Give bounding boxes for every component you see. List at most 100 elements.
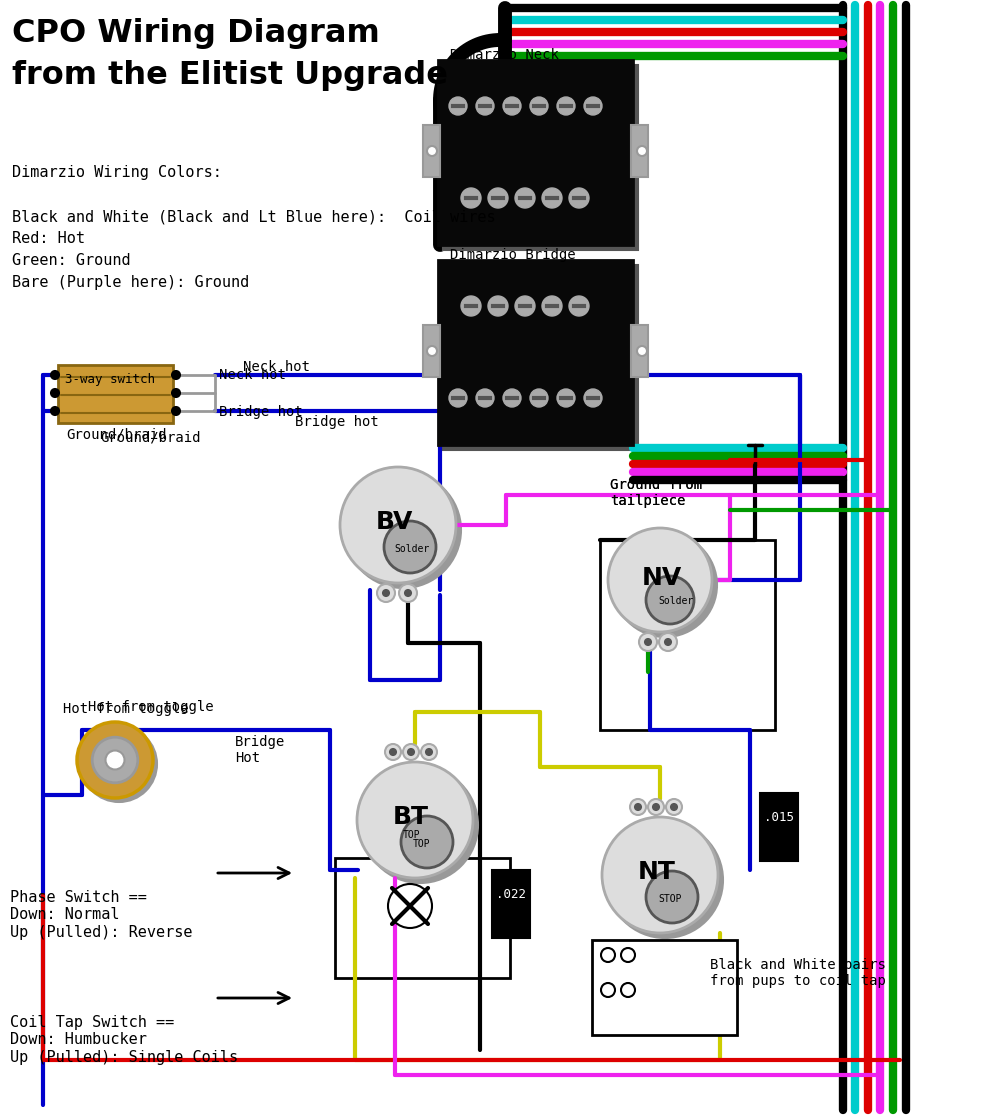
Text: Bridge hot: Bridge hot	[295, 416, 378, 429]
Text: Hot from toggle: Hot from toggle	[88, 700, 213, 715]
Circle shape	[666, 799, 682, 815]
Circle shape	[405, 590, 411, 596]
Circle shape	[569, 188, 589, 208]
Text: from the Elitist Upgrade: from the Elitist Upgrade	[12, 60, 448, 91]
FancyBboxPatch shape	[492, 870, 530, 939]
Circle shape	[541, 355, 627, 441]
Circle shape	[362, 767, 478, 883]
Circle shape	[461, 296, 481, 316]
FancyBboxPatch shape	[631, 125, 648, 177]
Circle shape	[503, 97, 521, 115]
Circle shape	[172, 407, 180, 416]
Circle shape	[172, 371, 180, 379]
Circle shape	[621, 983, 635, 997]
Text: Solder: Solder	[658, 596, 693, 606]
Circle shape	[630, 799, 646, 815]
Circle shape	[541, 63, 627, 149]
Circle shape	[77, 722, 153, 799]
Circle shape	[645, 640, 651, 645]
Text: 3-way switch: 3-way switch	[65, 373, 155, 386]
Circle shape	[635, 804, 641, 810]
Circle shape	[530, 389, 548, 407]
FancyBboxPatch shape	[438, 60, 633, 245]
Text: NV: NV	[642, 566, 682, 590]
FancyBboxPatch shape	[631, 325, 648, 377]
FancyBboxPatch shape	[58, 365, 173, 423]
Circle shape	[542, 188, 562, 208]
Text: Dimarzio Neck: Dimarzio Neck	[450, 48, 559, 62]
Circle shape	[542, 296, 562, 316]
Text: Ground/braid: Ground/braid	[66, 427, 167, 441]
Circle shape	[671, 804, 677, 810]
Text: Neck hot: Neck hot	[243, 360, 310, 374]
Circle shape	[461, 188, 481, 208]
FancyBboxPatch shape	[438, 260, 633, 445]
Circle shape	[388, 884, 432, 928]
Text: BV: BV	[376, 510, 413, 534]
Circle shape	[608, 528, 712, 632]
Text: Ground from
tailpiece: Ground from tailpiece	[610, 478, 702, 508]
Circle shape	[385, 744, 401, 760]
Circle shape	[427, 346, 437, 356]
Circle shape	[390, 749, 396, 755]
Circle shape	[601, 948, 615, 962]
FancyBboxPatch shape	[423, 325, 440, 377]
FancyBboxPatch shape	[443, 265, 638, 450]
Text: Black and White pairs
from pups to coil tap: Black and White pairs from pups to coil …	[710, 958, 886, 988]
Text: TOP: TOP	[413, 839, 431, 849]
Text: Hot from toggle: Hot from toggle	[63, 702, 189, 716]
Text: Bare (Purple here): Ground: Bare (Purple here): Ground	[12, 276, 249, 290]
Circle shape	[659, 633, 677, 651]
Circle shape	[530, 97, 548, 115]
FancyBboxPatch shape	[760, 793, 798, 861]
Circle shape	[51, 407, 59, 416]
Circle shape	[403, 744, 420, 760]
Text: Red: Hot: Red: Hot	[12, 231, 85, 246]
Text: BT: BT	[393, 805, 429, 829]
FancyBboxPatch shape	[600, 540, 775, 730]
Text: Ground from
tailpiece: Ground from tailpiece	[610, 478, 702, 508]
Text: Bridge
Hot: Bridge Hot	[235, 735, 286, 765]
Circle shape	[421, 744, 437, 760]
Circle shape	[541, 155, 627, 241]
Text: STOP: STOP	[658, 894, 681, 904]
Text: Ground/braid: Ground/braid	[100, 430, 200, 444]
Circle shape	[648, 799, 664, 815]
Circle shape	[449, 97, 467, 115]
Circle shape	[515, 188, 535, 208]
Circle shape	[51, 389, 59, 396]
Circle shape	[602, 816, 718, 933]
Circle shape	[646, 871, 698, 923]
Text: Dimarzio Wiring Colors:: Dimarzio Wiring Colors:	[12, 165, 222, 180]
Circle shape	[557, 97, 575, 115]
Circle shape	[357, 762, 473, 878]
Circle shape	[449, 389, 467, 407]
Circle shape	[383, 590, 389, 596]
Text: Black and White (Black and Lt Blue here):  Coil wires: Black and White (Black and Lt Blue here)…	[12, 209, 496, 224]
Circle shape	[637, 146, 647, 156]
Text: Neck hot: Neck hot	[219, 368, 286, 382]
Circle shape	[377, 584, 395, 603]
Circle shape	[476, 97, 494, 115]
Circle shape	[443, 263, 529, 349]
Circle shape	[384, 521, 436, 573]
Circle shape	[584, 97, 602, 115]
Text: CPO Wiring Diagram: CPO Wiring Diagram	[12, 18, 379, 49]
Circle shape	[541, 263, 627, 349]
Circle shape	[476, 389, 494, 407]
Circle shape	[639, 633, 657, 651]
Text: Coil Tap Switch ==
Down: Humbucker
Up (Pulled): Single Coils: Coil Tap Switch == Down: Humbucker Up (P…	[10, 1015, 238, 1065]
Circle shape	[646, 576, 694, 624]
Circle shape	[557, 389, 575, 407]
Text: Solder: Solder	[394, 544, 430, 554]
Text: .022: .022	[496, 888, 526, 900]
Circle shape	[515, 296, 535, 316]
Text: Bridge hot: Bridge hot	[219, 405, 303, 419]
Text: Green: Ground: Green: Ground	[12, 253, 131, 268]
Circle shape	[601, 983, 615, 997]
Circle shape	[443, 155, 529, 241]
Circle shape	[340, 467, 456, 584]
Circle shape	[607, 822, 723, 939]
Circle shape	[106, 750, 125, 769]
Text: Phase Switch ==
Down: Normal
Up (Pulled): Reverse: Phase Switch == Down: Normal Up (Pulled)…	[10, 890, 192, 940]
